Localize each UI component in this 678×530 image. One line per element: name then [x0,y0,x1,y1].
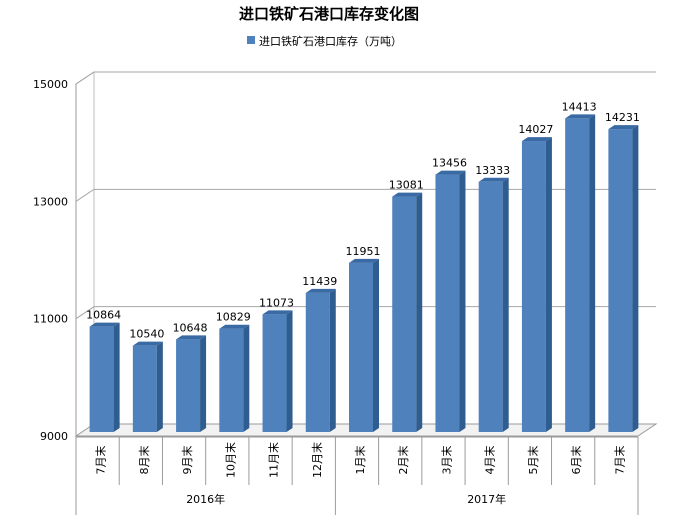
bar-top [305,288,336,293]
bar-top [132,341,163,346]
bar-side [589,114,596,433]
data-label: 14413 [562,100,597,113]
bar-side [200,335,207,432]
bar-front [565,118,590,433]
bar: 11439 [302,275,337,432]
bar-front [262,314,287,432]
x-tick-label: 10月末 [223,442,237,478]
x-tick-label: 7月末 [94,446,108,475]
bar-top [89,322,120,327]
x-tick-label: 4月末 [483,446,497,475]
x-tick-label: 11月末 [267,442,281,478]
bar: 11951 [346,245,381,432]
bar-front [89,326,114,432]
bar-side [243,324,250,432]
data-label: 10648 [173,321,208,334]
bar-top [392,192,423,197]
y-tick-label: 15000 [33,78,68,91]
data-label: 11439 [302,275,337,288]
bar-top [349,258,379,263]
bar-side [329,288,336,432]
bar-top [262,310,293,315]
data-label: 13456 [432,157,467,170]
bar-front [435,174,460,432]
y-tick-label: 9000 [40,430,68,443]
bar-top [478,177,509,182]
bar-top [565,114,596,119]
x-tick-label: 3月末 [439,446,453,475]
gridline [75,188,656,202]
x-tick-label: 8月末 [137,446,151,475]
x-tick-label: 12月末 [310,442,324,478]
data-label: 14027 [518,123,553,136]
bar: 10829 [216,311,251,432]
bar: 10648 [173,321,208,432]
legend: 进口铁矿石港口库存（万吨） [247,34,402,48]
y-tick-label: 11000 [33,313,68,326]
data-label: 10829 [216,311,251,324]
bar: 13081 [389,179,424,432]
bar-top [608,125,639,130]
bar-side [286,310,293,432]
y-tick-label: 13000 [33,195,68,208]
legend-label: 进口铁矿石港口库存（万吨） [259,34,402,48]
bar: 10540 [129,328,164,432]
bar-side [459,170,466,432]
gridlines [75,71,656,320]
bar-side [373,258,379,432]
x-axis: 7月末 8月末 9月末 10月末 11月末 12月末 1月末 2月末 3月末 4月末 5月末 6月末 7… [75,436,639,515]
x-tick-label: 2月末 [396,446,410,475]
bar-front [305,292,330,432]
gridline [75,71,656,85]
data-label: 13081 [389,179,424,192]
y-axis: 9000 11000 13000 15000 [33,78,68,443]
bar-side [113,322,120,432]
bar-side [502,177,509,432]
bar: 10864 [86,309,121,432]
bar-front [219,328,244,432]
x-tick-label: 6月末 [569,446,583,475]
data-label: 11073 [259,296,294,309]
data-label: 10864 [86,309,121,322]
bar-top [176,335,207,340]
bar: 14413 [562,100,597,433]
data-label: 14231 [605,111,640,124]
bar-front [349,262,373,432]
data-label: 11951 [346,245,381,258]
bar-side [156,341,163,432]
bar-front [176,339,201,432]
bar-side [545,137,552,432]
bar-top [435,170,466,175]
group-label: 2017年 [467,492,506,506]
bar-front [132,345,157,432]
bar-front [478,181,503,432]
data-label: 13333 [475,164,510,177]
bar-side [632,125,639,432]
bar-front [392,196,417,432]
gridline [75,306,656,320]
bars: 10864 10540 10648 10829 11073 11439 11951 13081… [86,100,640,433]
bar: 14027 [518,123,553,432]
data-label: 10540 [129,328,164,341]
bar: 13333 [475,164,510,432]
bar-top [219,324,250,329]
legend-swatch [247,36,255,44]
bar-front [521,141,546,432]
x-tick-label: 9月末 [180,446,194,475]
bar-side [416,192,423,432]
group-label: 2016年 [186,492,225,506]
bar: 14231 [605,111,640,432]
chart-title: 进口铁矿石港口库存变化图 [239,5,419,23]
bar: 13456 [432,157,467,432]
x-tick-label: 1月末 [353,446,367,475]
bar-top [521,137,552,142]
bar: 11073 [259,296,294,432]
bar-front [608,129,633,432]
x-tick-label: 5月末 [526,446,540,475]
x-tick-label: 7月末 [612,446,626,475]
